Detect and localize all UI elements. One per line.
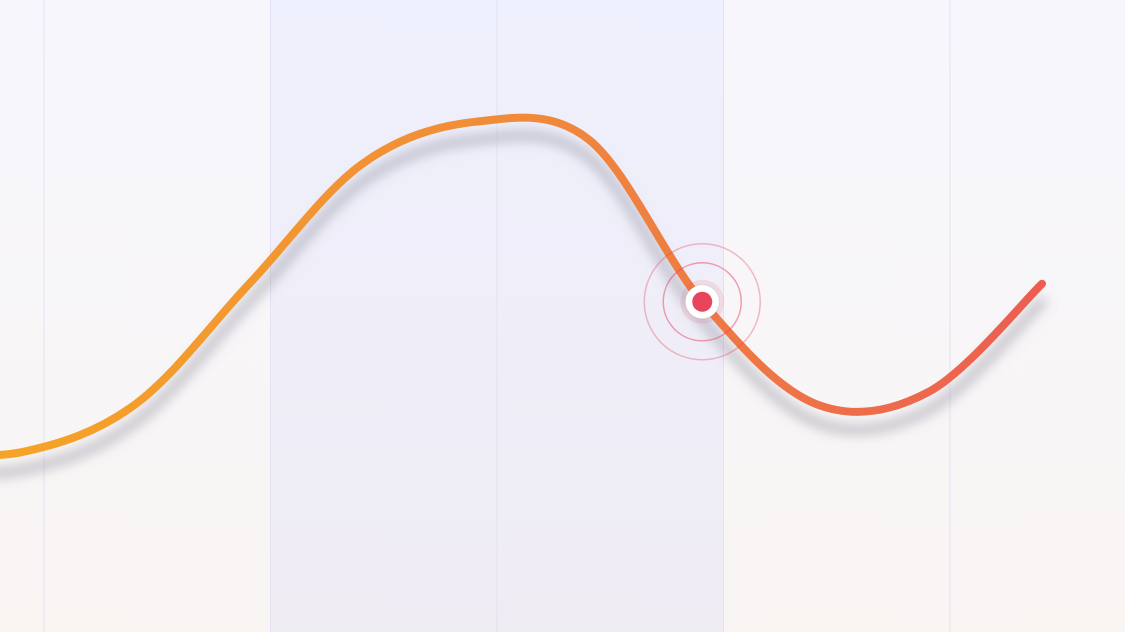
column-band [497, 0, 724, 632]
data-point-highlight[interactable] [692, 291, 713, 312]
column-band [270, 0, 497, 632]
vertical-gridlines [43, 0, 951, 632]
pulse-ring [662, 262, 742, 342]
series-line [0, 113, 1046, 459]
pulse-ring [643, 243, 761, 361]
series-line-shadow [0, 131, 1047, 478]
highlight-marker[interactable] [643, 243, 761, 361]
column-bands [270, 0, 724, 632]
